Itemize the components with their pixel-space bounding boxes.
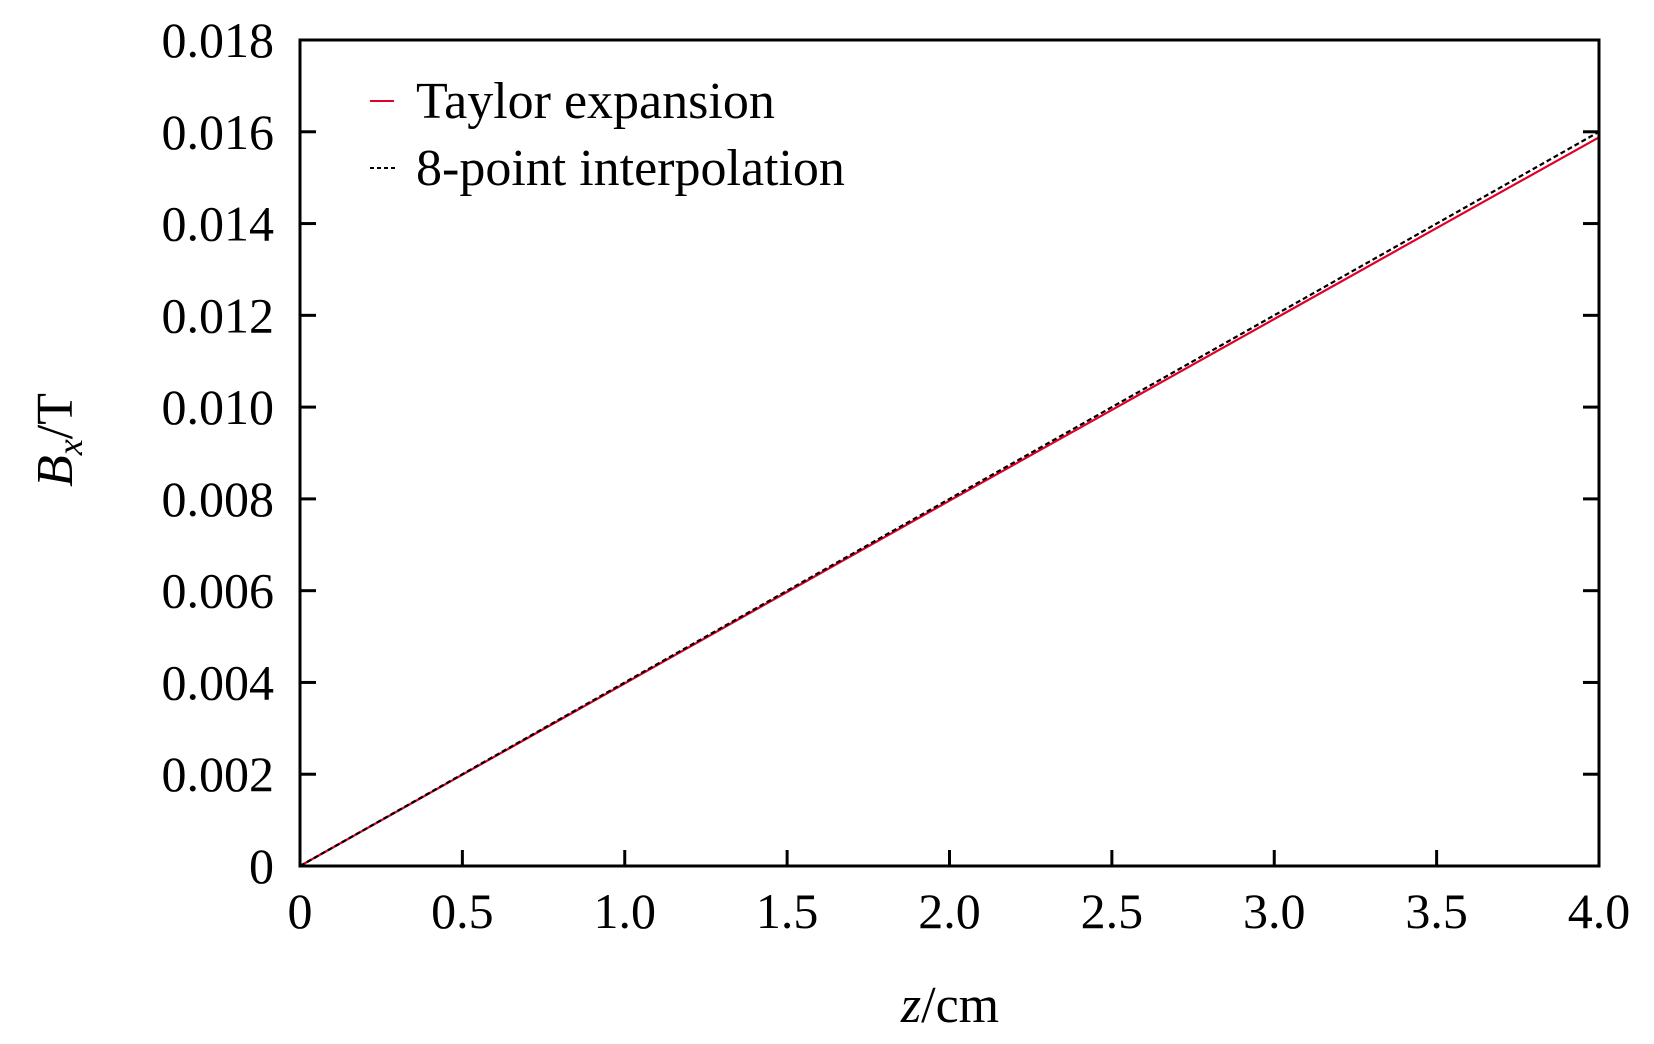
x-tick-label: 0.5	[431, 883, 494, 939]
legend: Taylor expansion 8-point interpolation	[370, 73, 845, 197]
x-tick-label: 4.0	[1568, 883, 1631, 939]
y-tick-label: 0.016	[162, 104, 275, 160]
series-line-taylor	[299, 136, 1600, 867]
y-tick-labels: 0 0.002 0.004 0.006 0.008 0.010 0.012 0.014 0.01…	[162, 12, 275, 894]
y-tick-label: 0.008	[162, 471, 275, 527]
plot-frame	[298, 38, 1601, 868]
y-tick-label: 0	[249, 838, 274, 894]
y-axis-label-var: B	[27, 455, 84, 487]
tick-marks	[300, 130, 1599, 866]
x-tick-label: 2.5	[1081, 883, 1144, 939]
y-tick-label: 0.002	[162, 746, 275, 802]
x-axis-label: z/cm	[900, 977, 999, 1034]
y-tick-label: 0.004	[162, 654, 275, 710]
x-axis-label-var: z	[900, 977, 921, 1034]
series-layer	[299, 130, 1600, 867]
y-tick-label: 0.006	[162, 563, 275, 619]
y-tick-label: 0.012	[162, 287, 275, 343]
x-tick-label: 1.0	[594, 883, 657, 939]
x-tick-label: 3.0	[1243, 883, 1306, 939]
y-tick-label: 0.014	[162, 196, 275, 252]
x-tick-label: 0	[288, 883, 313, 939]
y-axis-label-unit: /T	[27, 393, 84, 439]
y-tick-label: 0.010	[162, 379, 275, 435]
legend-label-interp: 8-point interpolation	[416, 140, 845, 197]
legend-label-taylor: Taylor expansion	[416, 73, 775, 130]
y-axis-label-sub: x	[50, 439, 90, 456]
series-line-interp	[299, 130, 1600, 867]
y-tick-label: 0.018	[162, 12, 275, 68]
x-tick-label: 3.5	[1405, 883, 1468, 939]
x-tick-label: 2.0	[918, 883, 981, 939]
x-tick-labels: 0 0.5 1.0 1.5 2.0 2.5 3.0 3.5 4.0	[288, 883, 1631, 939]
x-axis-label-unit: /cm	[921, 977, 999, 1034]
y-axis-label: Bx/T	[27, 393, 90, 487]
x-tick-label: 1.5	[756, 883, 819, 939]
